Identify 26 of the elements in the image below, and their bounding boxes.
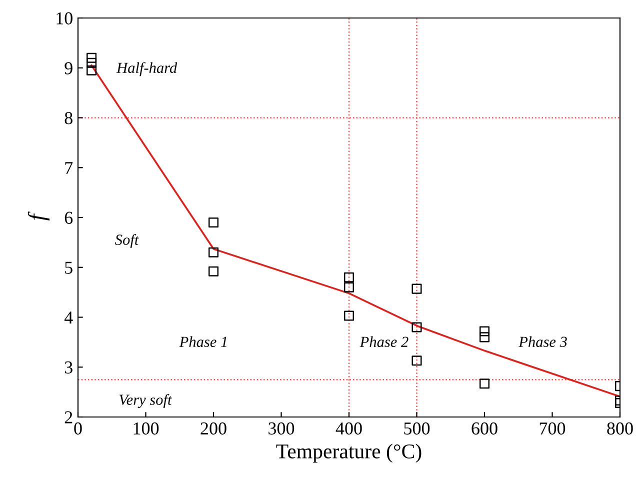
- y-tick-label: 3: [64, 361, 72, 374]
- y-tick-label: 9: [64, 62, 72, 74]
- annotation: Soft: [115, 234, 139, 248]
- y-tick-label: 2: [64, 411, 72, 424]
- x-tick-label: 100: [134, 422, 159, 435]
- x-axis-title: Temperature (°C): [276, 444, 422, 463]
- y-tick-label: 5: [65, 262, 72, 274]
- y-axis-title: f: [28, 212, 50, 221]
- annotation: Half-hard: [116, 62, 178, 76]
- y-tick-label: 10: [56, 12, 72, 24]
- annotation: Phase 1: [179, 336, 226, 348]
- annotation: Phase 3: [518, 336, 567, 348]
- annotation: Phase 2: [360, 336, 408, 348]
- x-tick-label: 600: [472, 422, 498, 435]
- x-tick-label: 300: [268, 422, 294, 435]
- x-tick-label: 200: [200, 422, 226, 435]
- x-tick-label: 800: [607, 422, 633, 435]
- annotation: Very soft: [119, 394, 172, 408]
- x-tick-label: 400: [336, 422, 362, 435]
- x-tick-label: 500: [404, 422, 430, 435]
- y-tick-label: 4: [64, 312, 73, 324]
- x-tick-label: 700: [540, 422, 566, 435]
- y-tick-label: 7: [65, 162, 73, 174]
- y-tick-label: 8: [64, 112, 72, 124]
- x-tick-label: 0: [74, 422, 82, 435]
- y-tick-label: 6: [64, 212, 73, 224]
